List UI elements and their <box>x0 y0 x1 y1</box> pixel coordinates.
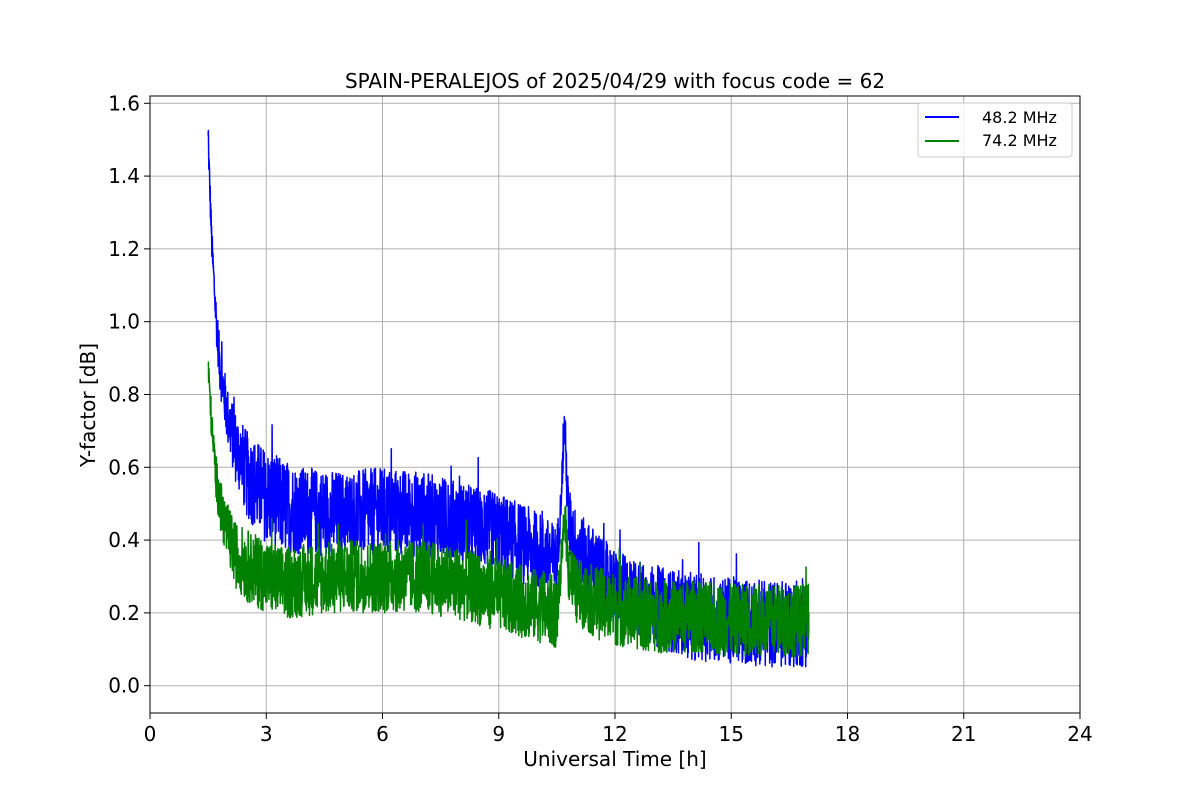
y-tick-label: 0.4 <box>108 528 140 552</box>
x-tick-label: 0 <box>144 722 157 746</box>
x-tick-label: 18 <box>835 722 860 746</box>
series-line-1 <box>207 361 810 658</box>
x-axis-label: Universal Time [h] <box>523 747 706 771</box>
y-tick-label: 0.6 <box>108 455 140 479</box>
series-layer <box>207 129 810 668</box>
legend-label-48mhz: 48.2 MHz <box>982 108 1057 127</box>
y-tick-label: 0.8 <box>108 382 140 406</box>
y-axis-label: Y-factor [dB] <box>76 343 100 468</box>
y-tick-label: 1.2 <box>108 237 140 261</box>
x-axis: 0 3 6 9 12 15 18 21 24 <box>144 713 1093 746</box>
legend: 48.2 MHz 74.2 MHz <box>917 102 1073 158</box>
chart-title: SPAIN-PERALEJOS of 2025/04/29 with focus… <box>345 69 885 93</box>
y-tick-label: 1.6 <box>108 91 140 115</box>
x-tick-label: 24 <box>1067 722 1092 746</box>
x-tick-label: 6 <box>376 722 389 746</box>
y-axis: 0.0 0.2 0.4 0.6 0.8 1.0 1.2 1.4 1.6 <box>108 91 150 698</box>
legend-label-74mhz: 74.2 MHz <box>982 131 1057 150</box>
y-tick-label: 1.0 <box>108 310 140 334</box>
y-tick-label: 0.0 <box>108 674 140 698</box>
x-tick-label: 9 <box>492 722 505 746</box>
x-tick-label: 12 <box>602 722 627 746</box>
x-tick-label: 21 <box>951 722 976 746</box>
y-tick-label: 0.2 <box>108 601 140 625</box>
y-tick-label: 1.4 <box>108 164 140 188</box>
x-tick-label: 3 <box>260 722 273 746</box>
x-tick-label: 15 <box>719 722 744 746</box>
